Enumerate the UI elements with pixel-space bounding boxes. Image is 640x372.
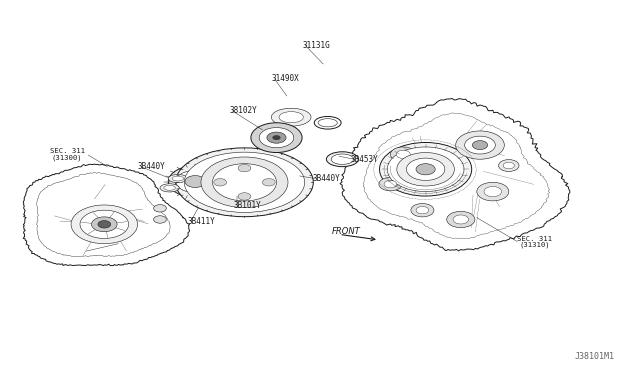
Circle shape [387, 147, 464, 192]
Ellipse shape [332, 154, 354, 164]
Circle shape [453, 215, 468, 224]
Ellipse shape [279, 112, 303, 123]
Circle shape [456, 131, 504, 159]
Ellipse shape [175, 148, 314, 217]
Circle shape [212, 164, 276, 201]
Circle shape [238, 164, 251, 172]
Circle shape [411, 203, 434, 217]
Circle shape [168, 166, 222, 197]
Polygon shape [340, 99, 570, 251]
Circle shape [384, 180, 397, 188]
Circle shape [416, 206, 429, 214]
Circle shape [503, 162, 515, 169]
Circle shape [379, 177, 402, 191]
Polygon shape [23, 164, 189, 266]
Circle shape [406, 158, 445, 180]
Text: 3B440Y: 3B440Y [312, 174, 340, 183]
Circle shape [380, 142, 472, 196]
Circle shape [416, 164, 435, 175]
Ellipse shape [172, 176, 184, 181]
Ellipse shape [205, 174, 236, 189]
Circle shape [447, 211, 475, 228]
Circle shape [80, 210, 129, 238]
Text: (31300): (31300) [52, 154, 83, 161]
Circle shape [154, 216, 166, 223]
Text: J38101M1: J38101M1 [575, 352, 614, 361]
Text: (31310): (31310) [519, 242, 550, 248]
Polygon shape [36, 173, 170, 256]
Circle shape [92, 217, 117, 232]
Circle shape [465, 136, 495, 154]
Circle shape [214, 179, 227, 186]
Text: 3B411Y: 3B411Y [188, 217, 215, 226]
Circle shape [397, 153, 454, 186]
Ellipse shape [326, 152, 358, 167]
Polygon shape [363, 113, 550, 239]
Text: 38102Y: 38102Y [229, 106, 257, 115]
Circle shape [262, 179, 275, 186]
Ellipse shape [160, 184, 179, 192]
Text: SEC. 311: SEC. 311 [50, 148, 84, 154]
Text: 31131G: 31131G [302, 41, 330, 50]
Circle shape [259, 128, 294, 148]
Text: 31490X: 31490X [271, 74, 299, 83]
Circle shape [267, 132, 286, 143]
Text: FRONT: FRONT [332, 227, 360, 236]
Text: 3B101Y: 3B101Y [234, 201, 261, 210]
Ellipse shape [164, 185, 175, 190]
Text: SEC. 311: SEC. 311 [517, 236, 552, 242]
Circle shape [390, 147, 416, 162]
Ellipse shape [184, 152, 305, 212]
Circle shape [251, 123, 302, 153]
Circle shape [273, 135, 280, 140]
Circle shape [185, 176, 205, 187]
Circle shape [499, 160, 519, 171]
Circle shape [472, 141, 488, 150]
Circle shape [71, 205, 138, 244]
Circle shape [396, 150, 410, 158]
Ellipse shape [168, 174, 188, 183]
Circle shape [154, 205, 166, 212]
Circle shape [201, 157, 288, 208]
Ellipse shape [271, 108, 311, 126]
Circle shape [98, 221, 111, 228]
Text: 3B453Y: 3B453Y [351, 155, 378, 164]
Circle shape [238, 193, 251, 200]
Circle shape [484, 186, 502, 197]
Ellipse shape [200, 171, 242, 192]
Circle shape [477, 182, 509, 201]
Circle shape [176, 170, 214, 193]
Text: 3B440Y: 3B440Y [138, 162, 165, 171]
